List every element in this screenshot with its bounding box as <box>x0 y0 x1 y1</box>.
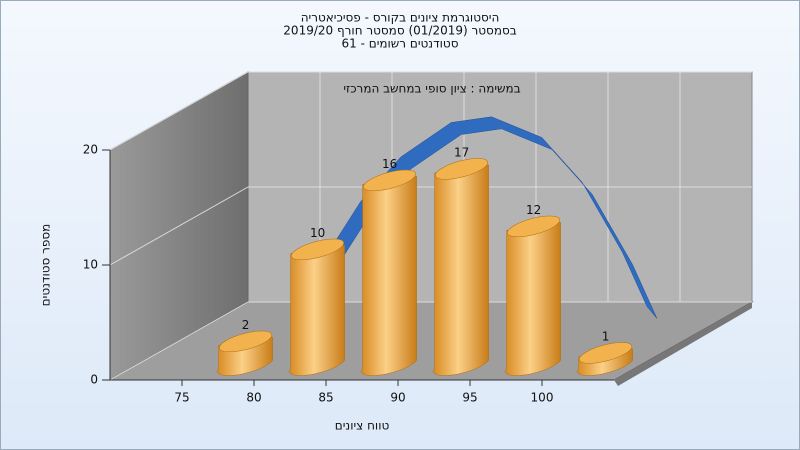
x-tick-label: 80 <box>246 391 261 405</box>
x-tick-label: 85 <box>318 391 333 405</box>
y-axis-label: מספר סטודנטים <box>39 224 53 307</box>
bar-body <box>433 164 489 376</box>
bar-top <box>507 215 561 238</box>
bar-top <box>291 238 345 261</box>
value-label: 16 <box>382 157 397 171</box>
grid-line <box>109 186 249 266</box>
value-label: 17 <box>454 145 469 159</box>
bar <box>577 342 633 376</box>
subtitle: במשימה : ציון סופי במחשב המרכזי <box>343 82 520 96</box>
x-tick-label: 100 <box>531 391 554 405</box>
chart-title: היסטוגרמת ציונים בקורס - פסיכיאטריה <box>301 11 500 25</box>
chart-title: סטודנטים רשומים - 61 <box>341 37 458 51</box>
y-tick-label: 20 <box>83 143 98 157</box>
bar <box>217 330 273 376</box>
bar <box>433 158 489 376</box>
value-label: 12 <box>526 203 541 217</box>
x-tick-label: 75 <box>174 391 189 405</box>
bar <box>289 238 345 376</box>
bar-top <box>219 330 273 353</box>
y-tick-label: 10 <box>83 258 98 272</box>
floor-edge <box>614 302 752 386</box>
bar <box>361 169 417 376</box>
fit-curve <box>315 116 658 319</box>
bar-body <box>361 176 417 376</box>
y-tick-label: 0 <box>90 373 98 387</box>
grid-line <box>109 71 249 151</box>
bar-body <box>505 222 561 376</box>
chart-title: בסמסטר (01/2019) סמסטר חורף 2019/20 <box>283 24 516 38</box>
bar <box>505 215 561 376</box>
x-tick-label: 90 <box>390 391 405 405</box>
value-label: 10 <box>310 226 325 240</box>
bar-top <box>363 169 417 192</box>
value-label: 1 <box>602 329 610 343</box>
bar-top <box>579 342 633 364</box>
bar-top <box>435 158 489 180</box>
bar-body <box>289 245 345 376</box>
value-label: 2 <box>242 318 250 332</box>
grid-line <box>109 301 249 381</box>
x-axis-label: טווח ציונים <box>335 419 390 433</box>
x-tick-label: 95 <box>462 391 477 405</box>
